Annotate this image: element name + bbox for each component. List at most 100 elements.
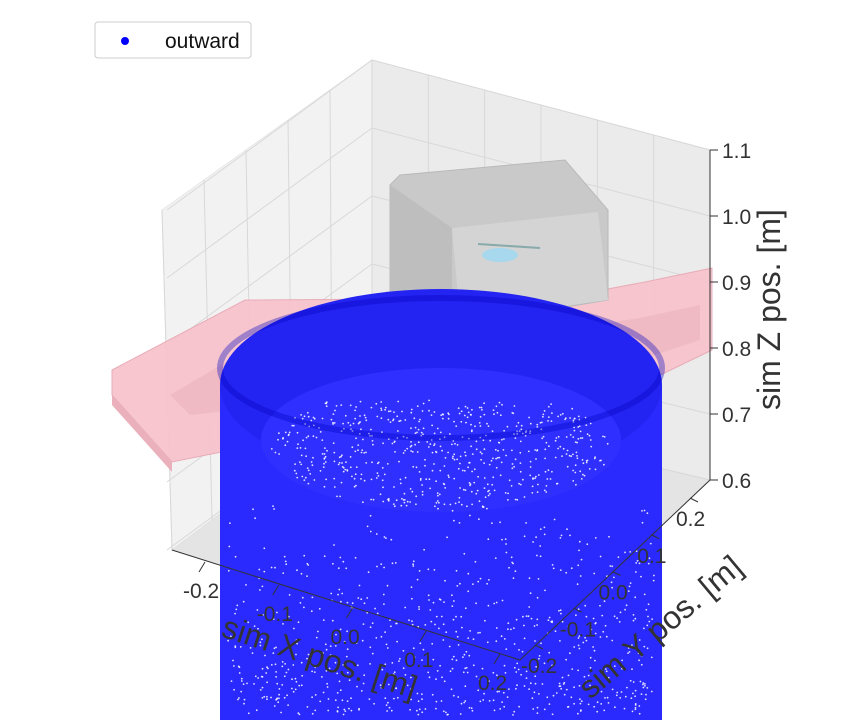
scatter-point xyxy=(306,575,308,577)
scatter-point xyxy=(518,430,521,433)
scatter-point xyxy=(505,454,507,457)
scatter-point xyxy=(416,405,419,407)
scatter-point xyxy=(519,440,522,443)
scatter-point xyxy=(494,557,497,559)
scatter-point xyxy=(547,619,550,622)
scatter-point xyxy=(399,419,402,422)
scatter-point xyxy=(292,664,295,666)
scatter-point xyxy=(539,555,542,558)
scatter-point xyxy=(393,441,396,443)
scatter-point xyxy=(303,606,305,609)
scatter-point xyxy=(379,684,382,687)
scatter-point xyxy=(523,624,525,627)
scatter-point xyxy=(362,623,365,625)
scatter-point xyxy=(586,543,589,546)
scatter-point xyxy=(341,466,344,468)
scatter-point xyxy=(237,665,240,668)
scatter-point xyxy=(282,572,285,574)
scatter-point xyxy=(470,707,473,709)
scatter-point xyxy=(575,483,577,486)
scatter-point xyxy=(534,682,537,685)
scatter-point xyxy=(525,615,528,617)
scatter-point xyxy=(391,442,394,445)
scatter-point xyxy=(361,449,364,451)
scatter-point xyxy=(409,501,411,503)
scatter-point xyxy=(303,554,306,557)
scatter-point xyxy=(239,646,242,648)
scatter-point xyxy=(588,468,591,470)
scatter-point xyxy=(642,683,644,686)
scatter-point xyxy=(369,435,371,437)
scatter-point xyxy=(611,688,614,691)
scatter-point xyxy=(584,604,587,607)
scatter-point xyxy=(371,622,374,624)
scatter-point xyxy=(634,695,636,698)
scatter-point xyxy=(300,572,303,575)
scatter-point xyxy=(577,712,579,715)
scatter-point xyxy=(390,625,392,628)
scatter-point xyxy=(323,555,326,558)
scatter-point xyxy=(311,464,314,467)
scatter-point xyxy=(568,454,571,457)
scatter-point xyxy=(539,421,542,424)
scatter-point xyxy=(439,431,442,434)
scatter-point xyxy=(363,414,366,417)
scatter-point xyxy=(342,713,345,716)
scatter-point xyxy=(323,462,325,465)
scatter-point xyxy=(322,619,325,621)
scatter-point xyxy=(585,615,588,618)
scatter-point xyxy=(604,674,607,677)
scatter-point xyxy=(286,440,289,443)
scatter-point xyxy=(580,709,582,712)
scatter-point xyxy=(468,482,471,484)
axis-lines xyxy=(171,150,711,661)
scatter-point xyxy=(539,528,542,530)
scatter-point xyxy=(565,658,567,661)
scatter-point xyxy=(469,630,471,632)
scatter-point xyxy=(430,439,433,441)
scatter-point xyxy=(411,450,414,453)
scatter-point xyxy=(416,578,419,581)
scatter-point xyxy=(477,689,480,692)
scatter-point xyxy=(273,705,276,707)
scatter-point xyxy=(548,616,551,619)
scatter-point xyxy=(559,640,561,642)
scatter-point xyxy=(466,416,469,419)
scatter-point xyxy=(644,698,647,701)
scatter-point xyxy=(479,631,481,634)
scatter-point xyxy=(647,562,650,565)
scatter-point xyxy=(593,457,596,460)
scatter-point xyxy=(263,695,266,698)
scatter-point xyxy=(341,699,344,702)
scatter-point xyxy=(351,475,353,478)
scatter-point xyxy=(535,475,537,478)
scatter-point xyxy=(517,421,520,424)
scatter-point xyxy=(424,458,426,461)
scatter-point xyxy=(422,427,425,430)
scatter-point xyxy=(404,449,406,452)
scatter-point xyxy=(576,457,579,460)
scatter-point xyxy=(370,428,372,431)
scatter-point xyxy=(261,676,264,678)
scatter-point xyxy=(240,677,243,680)
scatter-point xyxy=(307,415,310,418)
scatter-point xyxy=(227,639,230,642)
scatter-point xyxy=(345,461,347,463)
scatter-point xyxy=(298,684,301,687)
scatter-point xyxy=(492,476,495,479)
scatter-point xyxy=(611,586,613,589)
scatter-point xyxy=(300,661,303,664)
scatter-point xyxy=(532,708,535,710)
scatter-point xyxy=(326,449,328,452)
scatter-point xyxy=(528,416,530,419)
scatter-point xyxy=(321,417,324,420)
scatter-point xyxy=(521,432,524,435)
scatter-point xyxy=(644,683,646,685)
scatter-point xyxy=(463,552,466,555)
scatter-point xyxy=(525,430,528,432)
scatter-point xyxy=(360,598,363,601)
scatter-point xyxy=(355,484,357,487)
scatter-point xyxy=(336,710,339,712)
scatter-point xyxy=(357,449,359,452)
scatter-point xyxy=(355,642,358,644)
